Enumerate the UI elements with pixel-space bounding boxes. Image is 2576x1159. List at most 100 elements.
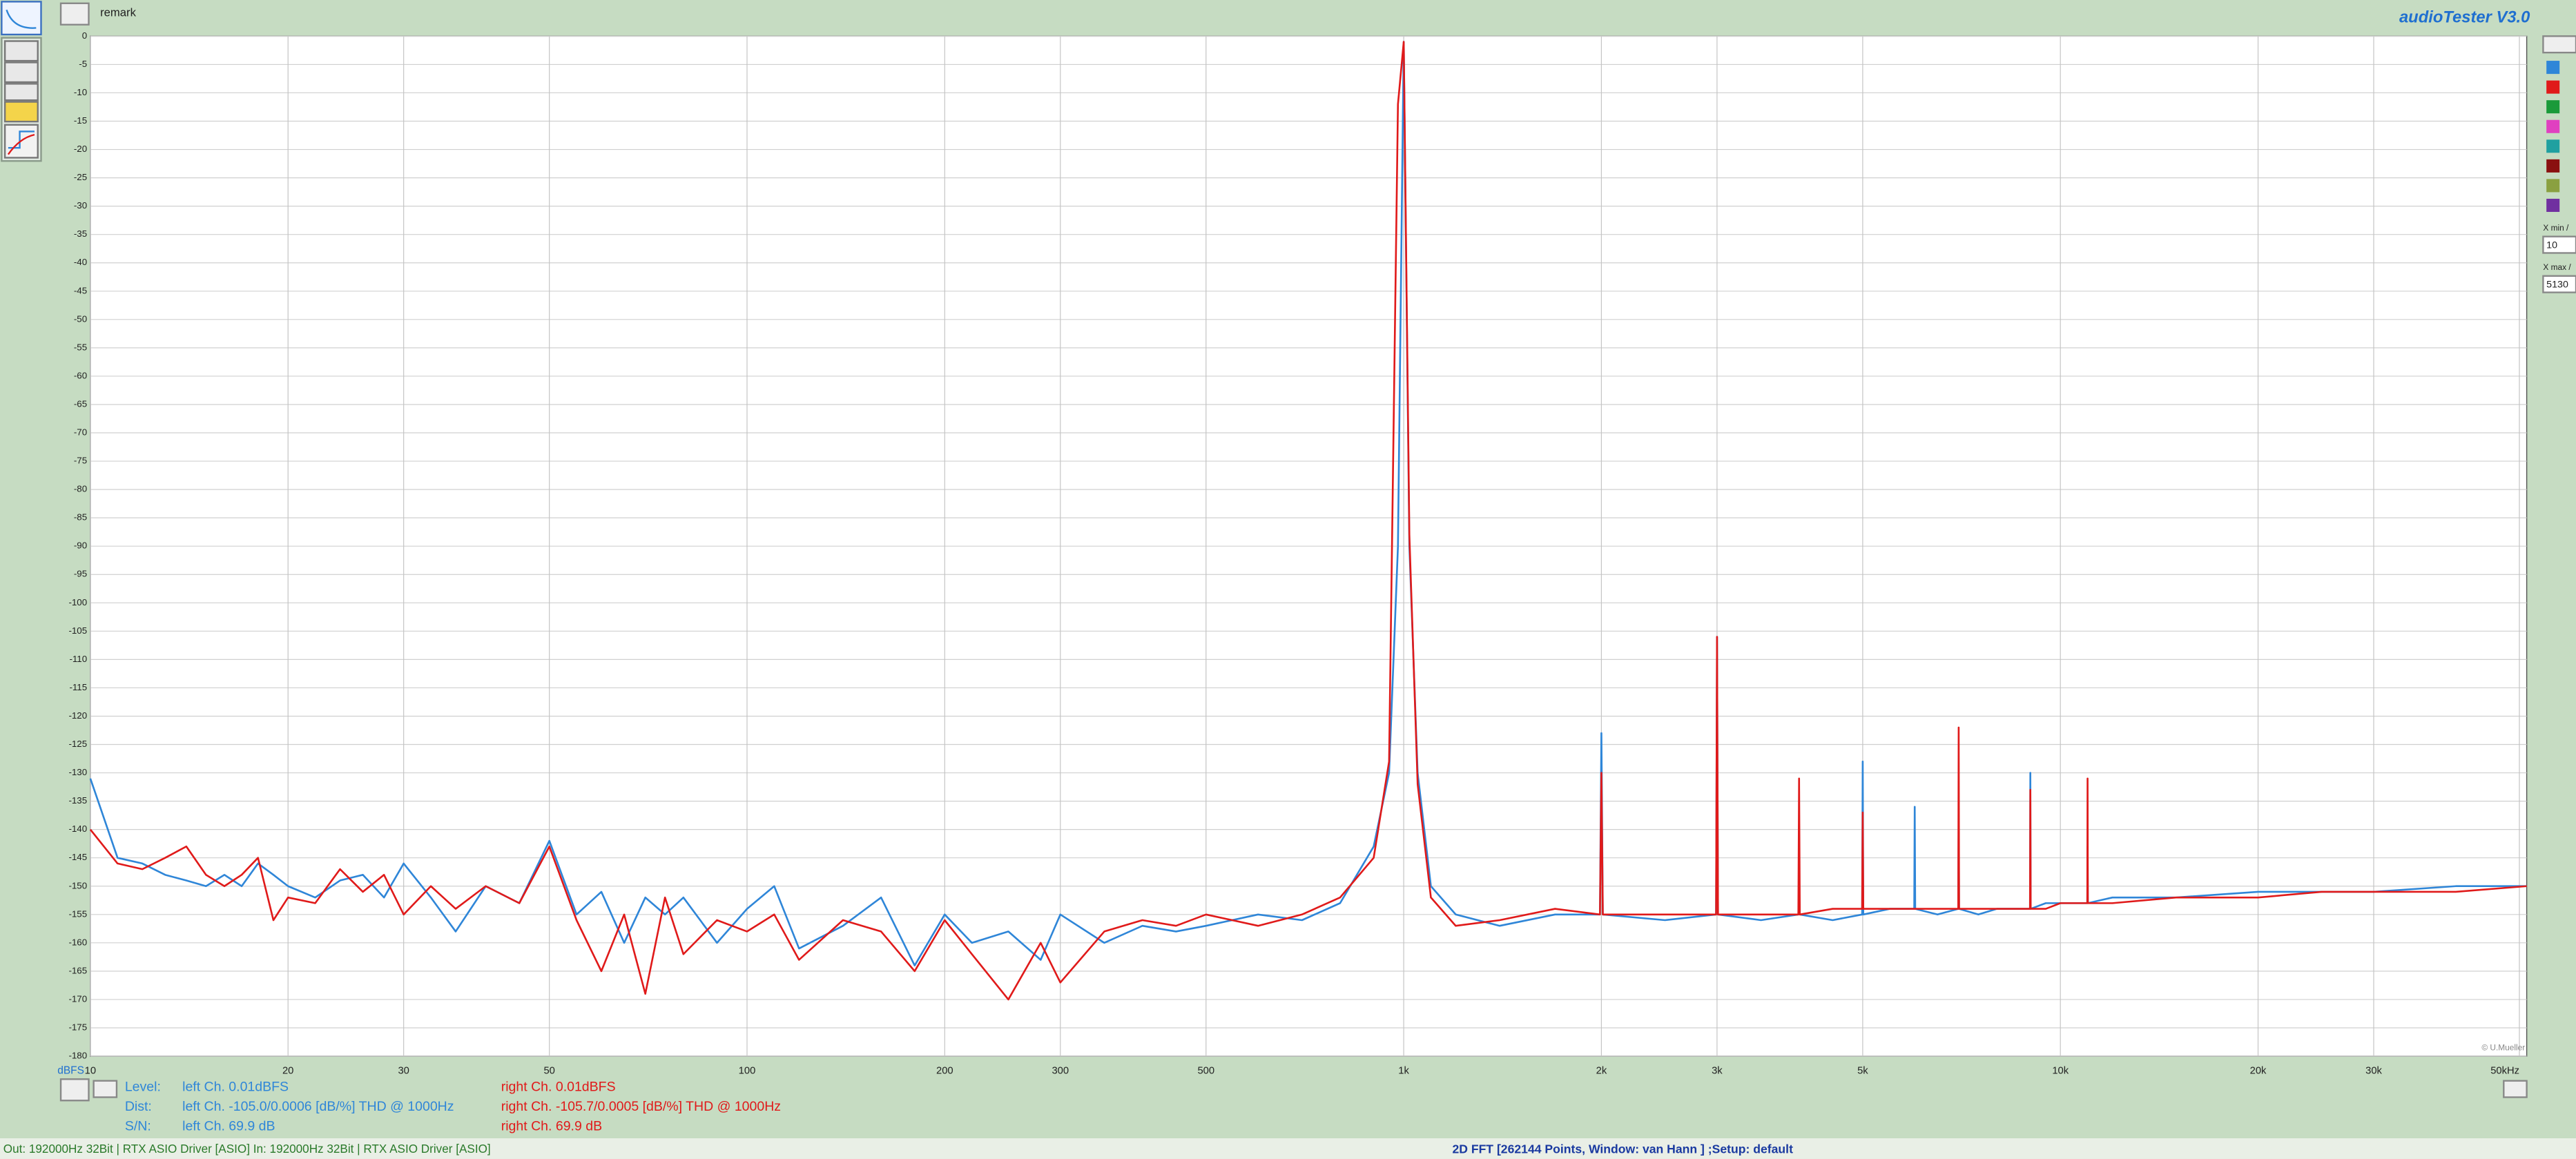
info-left: left Ch. -105.0/0.0006 [dB/%] THD @ 1000… [182,1099,454,1114]
channel-swatch[interactable] [2546,100,2560,114]
y-tick-label: -5 [79,59,87,69]
y-tick-label: -50 [74,313,87,324]
x-tick-label: 300 [1052,1065,1069,1076]
y-tick-label: -100 [68,597,87,607]
status-center: 2D FFT [262144 Points, Window: van Hann … [1452,1142,1793,1156]
info-left: left Ch. 69.9 dB [182,1118,275,1133]
xmin-value: 10 [2546,240,2557,251]
y-tick-label: -55 [74,342,87,352]
channel-swatch[interactable] [2546,159,2560,173]
info-label: S/N: [125,1118,151,1133]
curves [89,41,2527,1001]
y-tick-label: -125 [68,739,87,749]
y-tick-label: -105 [68,625,87,636]
x-tick-label: 3k [1712,1065,1723,1076]
x-tick-label: 2k [1596,1065,1607,1076]
info-label: Dist: [125,1099,152,1114]
right-panel: X min / 10 X max / 5130 [2542,35,2576,293]
tool-button[interactable] [3,101,39,123]
y-tick-label: -65 [74,398,87,409]
y-tick-label: -15 [74,115,87,126]
x-scroll[interactable] [2503,1080,2528,1098]
y-tick-label: -115 [69,682,87,692]
y-tick-label: -170 [68,993,87,1004]
toolbar [1,1,42,162]
xmax-value: 5130 [2546,280,2568,291]
y-tick-label: -80 [74,484,87,494]
y-tick-label: -120 [68,710,87,721]
y-tick-label: -40 [74,257,87,267]
y-tick-label: -130 [68,767,87,777]
status-left: Out: 192000Hz 32Bit | RTX ASIO Driver [A… [3,1142,491,1156]
y-tick-label: -10 [74,87,87,97]
y-tick-label: -20 [74,144,87,154]
info-right: right Ch. -105.7/0.0005 [dB/%] THD @ 100… [501,1099,781,1114]
y-axis-unit: dBFS [57,1065,84,1077]
copyright: © U.Mueller [2481,1042,2525,1052]
x-tick-label: 10 [85,1065,96,1076]
x-tick-label: 50 [543,1065,554,1076]
remark-spinner[interactable] [59,2,90,26]
channel-spinner[interactable] [2542,35,2576,54]
tool-button[interactable] [3,61,39,84]
y-tick-label: -165 [68,965,87,975]
x-tick-label: 50kHz [2490,1065,2519,1076]
y-tick-label: -25 [74,172,87,182]
info-right: right Ch. 0.01dBFS [501,1079,616,1094]
channel-swatch[interactable] [2546,139,2560,153]
info-right: right Ch. 69.9 dB [501,1118,602,1133]
channel-swatch[interactable] [2546,179,2560,193]
x-tick-label: 100 [739,1065,756,1076]
y-tick-label: -90 [74,540,87,551]
series-line [89,41,2527,1001]
info-label: Level: [125,1079,161,1094]
tool-button[interactable] [3,83,39,101]
x-tick-label: 1k [1398,1065,1409,1076]
y-tick-label: -160 [68,937,87,947]
channel-swatch[interactable] [2546,61,2560,75]
x-tick-label: 500 [1197,1065,1214,1076]
status-bar [0,1138,2576,1159]
tool-icon [7,133,35,155]
y-tick-label: -110 [69,654,87,664]
y-tick-label: 0 [82,30,87,41]
x-tick-label: 200 [936,1065,953,1076]
x-tick-label: 30k [2365,1065,2382,1076]
y-spinner[interactable] [59,1078,90,1102]
y-tick-label: -180 [68,1051,87,1061]
tool-button[interactable] [1,1,42,36]
xmin-label: X min / [2543,223,2569,233]
tool-button[interactable] [3,40,39,62]
y-tick-label: -30 [74,200,87,211]
y-tick-label: -60 [74,370,87,380]
xmax-input[interactable] [2542,275,2576,293]
y-tick-label: -85 [74,512,87,523]
channel-swatch[interactable] [2546,198,2560,212]
y-tick-label: -175 [68,1022,87,1032]
xmax-label: X max / [2543,262,2571,272]
y-tick-label: -70 [74,427,87,438]
info-left: left Ch. 0.01dBFS [182,1079,289,1094]
channel-swatch[interactable] [2546,119,2560,133]
xmin-input[interactable] [2542,235,2576,254]
remark-label: remark [100,6,136,19]
y-tick-label: -95 [74,569,87,579]
x-scroll[interactable] [93,1080,118,1098]
x-tick-label: 10k [2052,1065,2069,1076]
x-tick-label: 20k [2250,1065,2267,1076]
x-tick-label: 30 [398,1065,409,1076]
y-tick-label: -75 [74,456,87,466]
app-title: audioTester V3.0 [2399,8,2530,26]
y-tick-label: -135 [68,795,87,806]
x-tick-label: 5k [1857,1065,1868,1076]
y-tick-label: -150 [68,880,87,890]
y-tick-label: -45 [74,285,87,295]
channel-swatch[interactable] [2546,80,2560,94]
tool-icon [6,9,37,29]
y-tick-label: -35 [74,228,87,239]
y-tick-label: -140 [68,824,87,834]
y-tick-label: -145 [68,852,87,862]
y-tick-label: -155 [68,908,87,919]
